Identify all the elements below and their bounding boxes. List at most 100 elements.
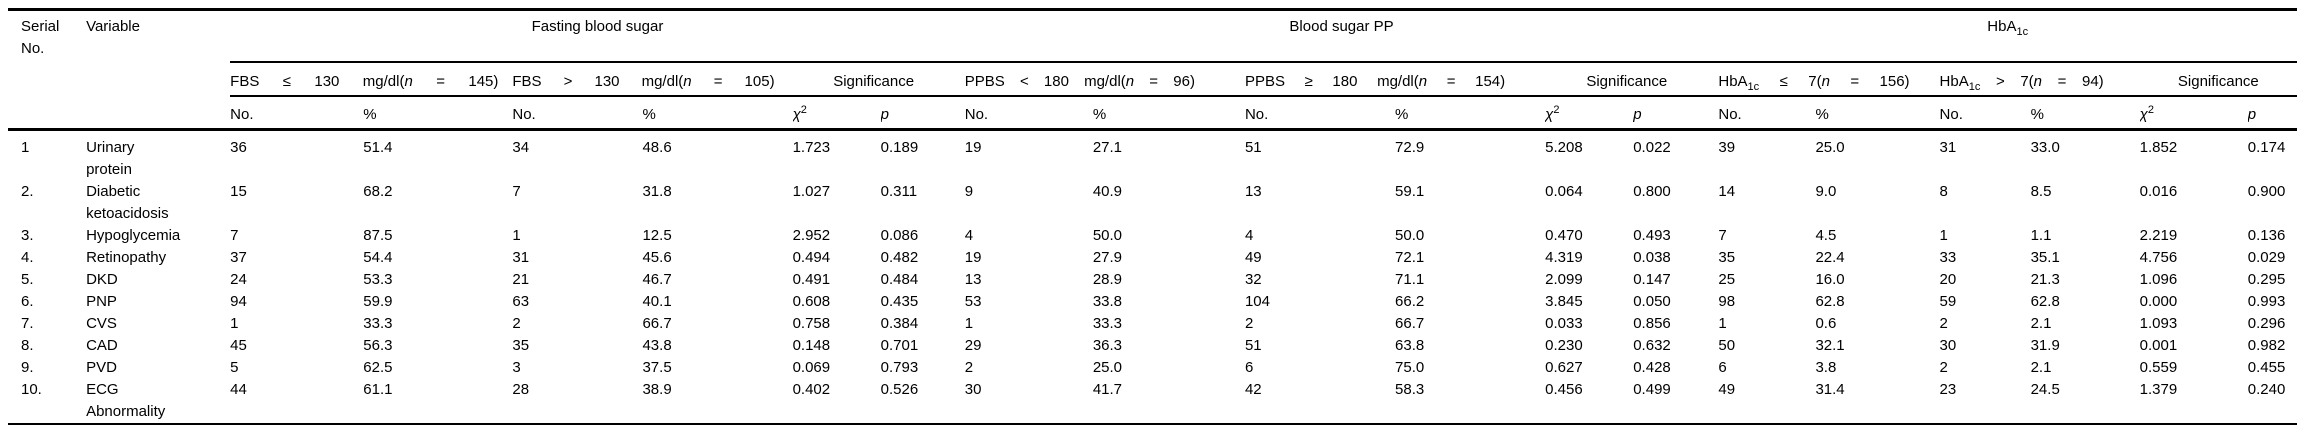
value-cell: 2.1 [2030, 359, 2052, 376]
chi-symbol: χ [2139, 105, 2148, 123]
value-cell: 30 [1939, 337, 1957, 354]
value-cell: 31.4 [1815, 381, 1845, 398]
value-cell: 2 [964, 359, 974, 376]
p-symbol: p [880, 105, 889, 123]
value-cell: 6 [1244, 359, 1254, 376]
value-cell: 0.6 [1815, 315, 1837, 332]
value-cell: 0.482 [880, 249, 919, 266]
variable-cell: Urinary protein [86, 139, 135, 178]
value-cell: 1.379 [2139, 381, 2178, 398]
value-cell: 71.1 [1395, 271, 1425, 288]
subheader-text: = 105) [691, 72, 775, 90]
hba1c-label: HbA [1987, 18, 2017, 35]
variable-cell: CVS [86, 315, 117, 332]
value-cell: 0.632 [1633, 337, 1671, 354]
value-cell: 0.627 [1545, 359, 1583, 376]
col-header-no: No. [230, 95, 364, 131]
value-cell: 0.435 [880, 293, 919, 310]
value-cell: 50 [1718, 337, 1736, 354]
value-cell: 3.845 [1545, 293, 1583, 310]
value-cell: 104 [1244, 293, 1270, 310]
serial-cell: 2. [21, 183, 34, 200]
value-cell: 0.029 [2247, 249, 2286, 266]
variable-cell: CAD [86, 337, 118, 354]
variable-cell: Diabetic ketoacidosis [86, 183, 169, 222]
value-cell: 35 [1718, 249, 1736, 266]
p-symbol: p [1633, 105, 1642, 123]
value-cell: 0.526 [880, 381, 919, 398]
value-cell: 33.3 [1092, 315, 1123, 332]
col-header-chi-square: χ2 [2139, 95, 2248, 131]
col-header-chi-square: χ2 [1545, 95, 1634, 131]
value-cell: 0.470 [1545, 227, 1583, 244]
measure-header-row: No. % No. % χ2 p No. % No. % χ2 p No. % … [8, 95, 2297, 131]
value-cell: 0.050 [1633, 293, 1671, 310]
value-cell: 1 [512, 227, 521, 244]
value-cell: 27.1 [1092, 139, 1123, 156]
value-cell: 1 [964, 315, 974, 332]
chi-superscript: 2 [2147, 103, 2154, 116]
value-cell: 54.4 [363, 249, 393, 266]
col-header-p: p [880, 95, 965, 131]
value-cell: 7 [512, 183, 521, 200]
value-cell: 43.8 [642, 337, 672, 354]
value-cell: 1.027 [792, 183, 831, 200]
serial-cell: 7. [21, 315, 34, 332]
subgroup-header-row: FBS ≤ 130 mg/dl(n = 145) FBS > 130 mg/dl… [8, 61, 2297, 97]
results-table: Serial No. Variable Fasting blood sugar … [8, 8, 2297, 425]
value-cell: 66.2 [1395, 293, 1425, 310]
value-cell: 0.148 [792, 337, 831, 354]
value-cell: 20 [1939, 271, 1957, 288]
value-cell: 13 [1244, 183, 1262, 200]
value-cell: 0.016 [2139, 183, 2178, 200]
value-cell: 30 [964, 381, 982, 398]
value-cell: 51.4 [363, 139, 393, 156]
italic-n: n [1125, 72, 1135, 90]
value-cell: 9.0 [1815, 183, 1837, 200]
value-cell: 5 [230, 359, 239, 376]
value-cell: 25.0 [1815, 139, 1845, 156]
value-cell: 62.8 [1815, 293, 1845, 310]
value-cell: 32.1 [1815, 337, 1845, 354]
value-cell: 0.295 [2247, 271, 2286, 288]
value-cell: 44 [230, 381, 247, 398]
value-cell: 0.086 [880, 227, 919, 244]
value-cell: 2.1 [2030, 315, 2052, 332]
value-cell: 0.240 [2247, 381, 2286, 398]
value-cell: 1.852 [2139, 139, 2178, 156]
value-cell: 33.0 [2030, 139, 2060, 156]
value-cell: 21 [512, 271, 530, 288]
subheader-text: > 7( [1980, 72, 2034, 90]
value-cell: 35 [512, 337, 530, 354]
col-header-p: p [1633, 95, 1719, 131]
value-cell: 0.069 [792, 359, 831, 376]
value-cell: 2 [512, 315, 521, 332]
table-row: 3. Hypoglycemia 7 87.5 1 12.5 2.952 0.08… [8, 225, 2297, 247]
table-row: 6. PNP 94 59.9 63 40.1 0.608 0.435 53 33… [8, 291, 2297, 313]
value-cell: 16.0 [1815, 271, 1845, 288]
value-cell: 1.1 [2030, 227, 2052, 244]
serial-cell: 5. [21, 271, 34, 288]
value-cell: 0.800 [1633, 183, 1671, 200]
value-cell: 0.491 [792, 271, 831, 288]
value-cell: 0.900 [2247, 183, 2286, 200]
value-cell: 1 [1718, 315, 1727, 332]
value-cell: 46.7 [642, 271, 672, 288]
value-cell: 32 [1244, 271, 1262, 288]
subheader-text: = 94) [2042, 72, 2104, 90]
hba1c-subscript: 1c [1968, 80, 1981, 93]
col-header-no: No. [1718, 95, 1816, 131]
value-cell: 22.4 [1815, 249, 1845, 266]
col-header-pct: % [1395, 95, 1546, 131]
value-cell: 31.8 [642, 183, 672, 200]
table-row: 8. CAD 45 56.3 35 43.8 0.148 0.701 29 36… [8, 335, 2297, 357]
value-cell: 68.2 [363, 183, 393, 200]
value-cell: 0.311 [880, 183, 918, 200]
value-cell: 75.0 [1395, 359, 1425, 376]
subheader-text: HbA [1939, 72, 1969, 90]
subheader-text: FBS > 130 mg/dl( [512, 72, 684, 90]
value-cell: 24.5 [2030, 381, 2060, 398]
value-cell: 25 [1718, 271, 1736, 288]
value-cell: 51 [1244, 139, 1262, 156]
value-cell: 7 [1718, 227, 1727, 244]
